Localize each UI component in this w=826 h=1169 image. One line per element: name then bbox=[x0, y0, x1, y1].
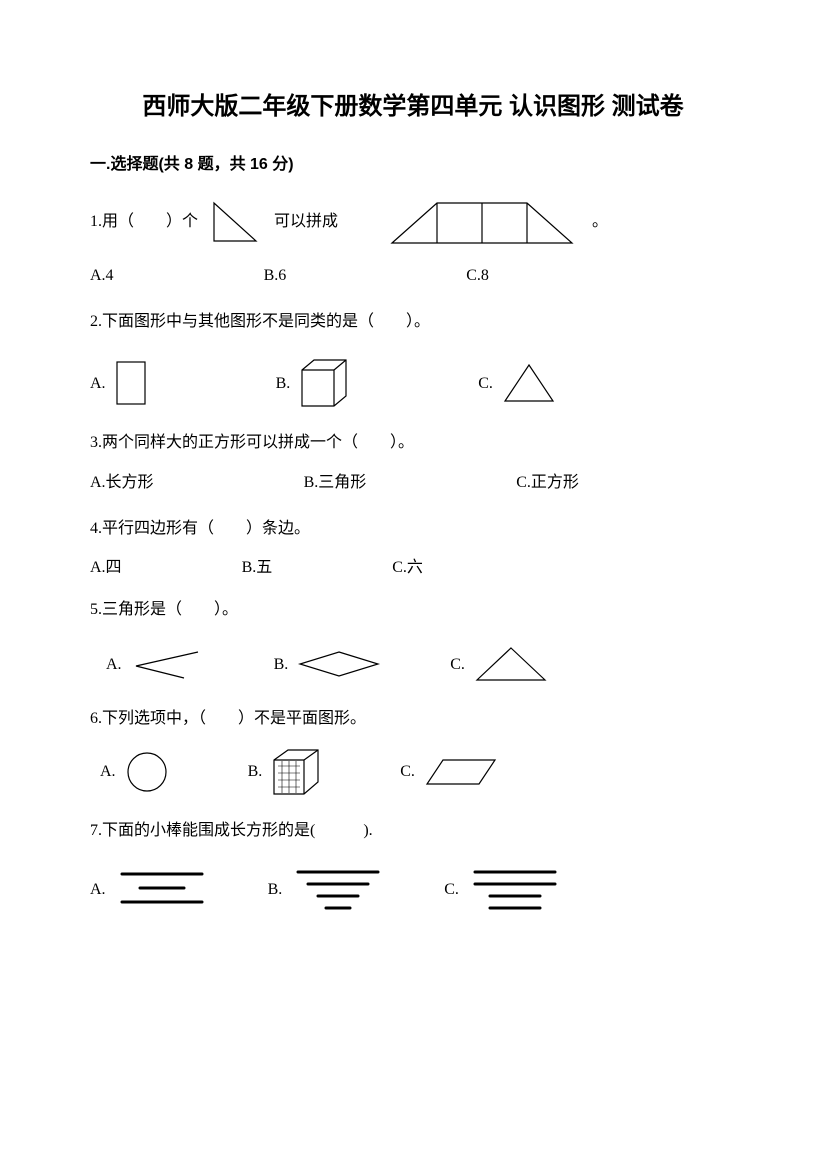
q6-option-b: B. bbox=[248, 746, 331, 798]
q2-option-c: C. bbox=[478, 359, 565, 407]
page-title: 西师大版二年级下册数学第四单元 认识图形 测试卷 bbox=[90, 90, 736, 124]
q5-optC-label: C. bbox=[450, 652, 465, 678]
trapezoid-composite-icon bbox=[382, 195, 582, 249]
q5-option-c: C. bbox=[450, 642, 557, 686]
question-4: 4.平行四边形有（ ）条边。 A.四 B.五 C.六 bbox=[90, 516, 736, 581]
cube-icon bbox=[268, 746, 324, 798]
rhombus-icon bbox=[294, 646, 384, 682]
q1-text-end: 。 bbox=[592, 209, 608, 235]
angle-open-icon bbox=[128, 644, 208, 684]
q3-option-c: C.正方形 bbox=[516, 470, 579, 496]
q1-text-pre: 1.用（ ）个 bbox=[90, 209, 198, 235]
q6-optC-label: C. bbox=[400, 759, 415, 785]
q4-option-a: A.四 bbox=[90, 555, 122, 581]
q7-optC-label: C. bbox=[444, 877, 459, 903]
q6-option-c: C. bbox=[400, 752, 507, 792]
question-6: 6.下列选项中，（ ）不是平面图形。 A. B. bbox=[90, 706, 736, 798]
question-5: 5.三角形是（ ）。 A. B. C. bbox=[90, 597, 736, 687]
q2-option-b: B. bbox=[276, 356, 359, 410]
q6-optA-label: A. bbox=[100, 759, 116, 785]
circle-icon bbox=[122, 747, 172, 797]
q4-option-b: B.五 bbox=[242, 555, 273, 581]
cuboid-icon bbox=[296, 356, 352, 410]
q4-text: 4.平行四边形有（ ）条边。 bbox=[90, 516, 310, 542]
q2-optC-label: C. bbox=[478, 371, 493, 397]
triangle-wide-icon bbox=[471, 642, 551, 686]
triangle-icon bbox=[499, 359, 559, 407]
rectangle-flat-icon bbox=[112, 357, 150, 409]
q2-option-a: A. bbox=[90, 357, 156, 409]
q2-optB-label: B. bbox=[276, 371, 291, 397]
q7-optB-label: B. bbox=[268, 877, 283, 903]
q4-option-c: C.六 bbox=[392, 555, 423, 581]
q6-optB-label: B. bbox=[248, 759, 263, 785]
q1-option-c: C.8 bbox=[466, 263, 489, 289]
sticks-b-icon bbox=[288, 864, 388, 916]
q5-optB-label: B. bbox=[274, 652, 289, 678]
sticks-c-icon bbox=[465, 864, 565, 916]
q3-option-a: A.长方形 bbox=[90, 470, 154, 496]
question-1: 1.用（ ）个 可以拼成 。 A.4 B.6 C.8 bbox=[90, 195, 736, 289]
q6-text: 6.下列选项中，（ ）不是平面图形。 bbox=[90, 706, 366, 732]
question-7: 7.下面的小棒能围成长方形的是( ). A. B. C. bbox=[90, 818, 736, 916]
q5-option-a: A. bbox=[106, 644, 214, 684]
q5-optA-label: A. bbox=[106, 652, 122, 678]
q7-optA-label: A. bbox=[90, 877, 106, 903]
q5-text: 5.三角形是（ ）。 bbox=[90, 597, 238, 623]
q1-text-mid: 可以拼成 bbox=[274, 209, 338, 235]
q7-option-a: A. bbox=[90, 864, 218, 916]
q7-option-c: C. bbox=[444, 864, 571, 916]
q2-optA-label: A. bbox=[90, 371, 106, 397]
section-1-header: 一.选择题(共 8 题，共 16 分) bbox=[90, 152, 736, 178]
triangle-right-icon bbox=[208, 197, 264, 247]
q2-text: 2.下面图形中与其他图形不是同类的是（ ）。 bbox=[90, 309, 430, 335]
q1-option-a: A.4 bbox=[90, 263, 114, 289]
sticks-a-icon bbox=[112, 864, 212, 916]
q3-option-b: B.三角形 bbox=[304, 470, 367, 496]
question-2: 2.下面图形中与其他图形不是同类的是（ ）。 A. B. C. bbox=[90, 309, 736, 411]
q1-option-b: B.6 bbox=[264, 263, 287, 289]
q7-option-b: B. bbox=[268, 864, 395, 916]
q7-text: 7.下面的小棒能围成长方形的是( ). bbox=[90, 818, 373, 844]
q3-text: 3.两个同样大的正方形可以拼成一个（ ）。 bbox=[90, 430, 414, 456]
q5-option-b: B. bbox=[274, 646, 391, 682]
question-3: 3.两个同样大的正方形可以拼成一个（ ）。 A.长方形 B.三角形 C.正方形 bbox=[90, 430, 736, 495]
q6-option-a: A. bbox=[100, 747, 178, 797]
parallelogram-icon bbox=[421, 752, 501, 792]
